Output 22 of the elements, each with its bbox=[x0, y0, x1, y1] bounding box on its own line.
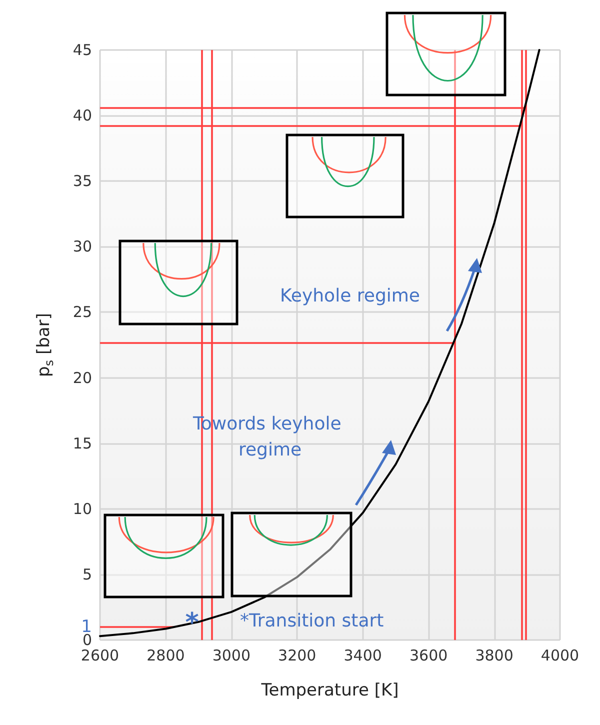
y-tick-label: 45 bbox=[72, 41, 92, 59]
y-tick-label: 40 bbox=[72, 106, 92, 125]
annotation: *Transition start bbox=[240, 610, 384, 632]
y-axis-title: ps [bar] bbox=[34, 313, 56, 377]
y-tick-label: 10 bbox=[72, 500, 92, 518]
x-tick-label: 3800 bbox=[475, 646, 514, 664]
x-tick-label: 3400 bbox=[344, 646, 382, 664]
y-tick-label: 5 bbox=[82, 565, 92, 584]
y-tick-label: 30 bbox=[72, 238, 92, 256]
x-axis-title: Temperature [K] bbox=[260, 680, 399, 700]
y-tick-label: 25 bbox=[72, 303, 92, 322]
x-tick-label: 2800 bbox=[146, 646, 185, 664]
y-tick-label: 15 bbox=[72, 434, 92, 452]
line-series bbox=[99, 49, 540, 638]
y-tick-label: 20 bbox=[72, 368, 92, 387]
x-tick-label: 3200 bbox=[278, 646, 316, 664]
x-tick-label: 2600 bbox=[80, 646, 120, 664]
y-tick-label: 35 bbox=[72, 172, 92, 190]
x-tick-label: 4000 bbox=[540, 646, 580, 664]
x-tick-label: 3000 bbox=[212, 646, 251, 664]
annotation: Keyhole regime bbox=[280, 286, 420, 306]
x-tick-label: 3600 bbox=[409, 646, 448, 664]
